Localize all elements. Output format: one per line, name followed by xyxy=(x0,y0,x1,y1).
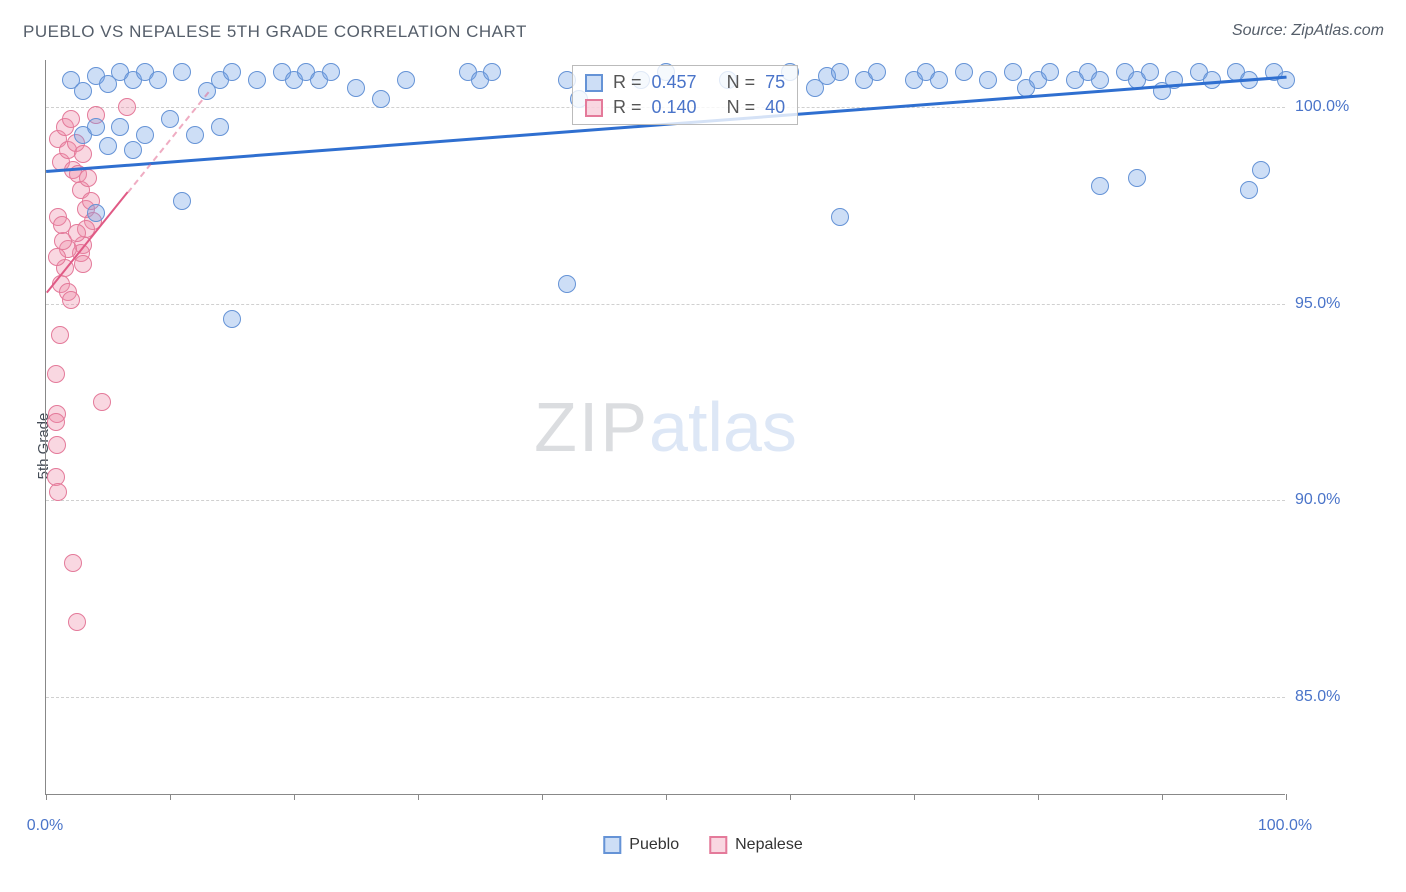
data-point xyxy=(49,483,67,501)
data-point xyxy=(62,291,80,309)
gridline xyxy=(46,304,1285,305)
data-point xyxy=(53,216,71,234)
data-point xyxy=(51,326,69,344)
data-point xyxy=(47,413,65,431)
watermark: ZIPatlas xyxy=(534,387,797,467)
x-tick-mark xyxy=(542,794,543,800)
data-point xyxy=(47,365,65,383)
legend-swatch xyxy=(603,836,621,854)
data-point xyxy=(322,63,340,81)
data-point xyxy=(397,71,415,89)
data-point xyxy=(99,137,117,155)
stats-legend: R =0.457 N =75R =0.140 N =40 xyxy=(572,65,798,125)
data-point xyxy=(79,169,97,187)
x-tick-label: 100.0% xyxy=(1258,817,1312,835)
data-point xyxy=(173,192,191,210)
data-point xyxy=(87,118,105,136)
stats-legend-row: R =0.457 N =75 xyxy=(585,70,785,95)
legend-label: Nepalese xyxy=(735,836,803,854)
data-point xyxy=(111,118,129,136)
data-point xyxy=(64,554,82,572)
data-point xyxy=(483,63,501,81)
x-tick-mark xyxy=(170,794,171,800)
data-point xyxy=(124,141,142,159)
watermark-part2: atlas xyxy=(649,388,797,466)
data-point xyxy=(48,436,66,454)
data-point xyxy=(1128,169,1146,187)
data-point xyxy=(930,71,948,89)
data-point xyxy=(1091,71,1109,89)
data-point xyxy=(1277,71,1295,89)
data-point xyxy=(186,126,204,144)
data-point xyxy=(93,393,111,411)
legend-label: Pueblo xyxy=(629,836,679,854)
data-point xyxy=(74,82,92,100)
y-tick-label: 95.0% xyxy=(1295,295,1355,313)
data-point xyxy=(1141,63,1159,81)
data-point xyxy=(868,63,886,81)
gridline xyxy=(46,500,1285,501)
data-point xyxy=(831,63,849,81)
data-point xyxy=(1240,181,1258,199)
data-point xyxy=(1091,177,1109,195)
data-point xyxy=(979,71,997,89)
data-point xyxy=(1252,161,1270,179)
x-tick-mark xyxy=(46,794,47,800)
legend-bottom: Pueblo Nepalese xyxy=(603,836,802,854)
data-point xyxy=(62,110,80,128)
x-tick-mark xyxy=(1162,794,1163,800)
data-point xyxy=(1004,63,1022,81)
data-point xyxy=(74,255,92,273)
data-point xyxy=(1203,71,1221,89)
y-tick-label: 100.0% xyxy=(1295,98,1355,116)
legend-swatch xyxy=(585,74,603,92)
data-point xyxy=(136,126,154,144)
data-point xyxy=(1041,63,1059,81)
data-point xyxy=(149,71,167,89)
data-point xyxy=(68,613,86,631)
legend-swatch xyxy=(709,836,727,854)
chart-title: PUEBLO VS NEPALESE 5TH GRADE CORRELATION… xyxy=(23,22,527,42)
legend-item: Nepalese xyxy=(709,836,803,854)
x-tick-mark xyxy=(1286,794,1287,800)
stats-legend-row: R =0.140 N =40 xyxy=(585,95,785,120)
data-point xyxy=(118,98,136,116)
legend-item: Pueblo xyxy=(603,836,679,854)
x-tick-mark xyxy=(914,794,915,800)
data-point xyxy=(161,110,179,128)
data-point xyxy=(74,145,92,163)
y-tick-label: 90.0% xyxy=(1295,491,1355,509)
data-point xyxy=(248,71,266,89)
x-tick-label: 0.0% xyxy=(27,817,63,835)
data-point xyxy=(223,63,241,81)
data-point xyxy=(558,275,576,293)
data-point xyxy=(211,118,229,136)
data-point xyxy=(831,208,849,226)
data-point xyxy=(87,204,105,222)
data-point xyxy=(223,310,241,328)
gridline xyxy=(46,697,1285,698)
x-tick-mark xyxy=(790,794,791,800)
plot-area: ZIPatlas 85.0%90.0%95.0%100.0% xyxy=(45,60,1285,795)
x-tick-mark xyxy=(666,794,667,800)
x-tick-mark xyxy=(294,794,295,800)
data-point xyxy=(48,248,66,266)
data-point xyxy=(173,63,191,81)
x-tick-mark xyxy=(1038,794,1039,800)
data-point xyxy=(955,63,973,81)
y-tick-label: 85.0% xyxy=(1295,688,1355,706)
data-point xyxy=(347,79,365,97)
source-label: Source: ZipAtlas.com xyxy=(1232,22,1384,40)
x-tick-mark xyxy=(418,794,419,800)
legend-swatch xyxy=(585,99,603,117)
data-point xyxy=(372,90,390,108)
watermark-part1: ZIP xyxy=(534,388,649,466)
